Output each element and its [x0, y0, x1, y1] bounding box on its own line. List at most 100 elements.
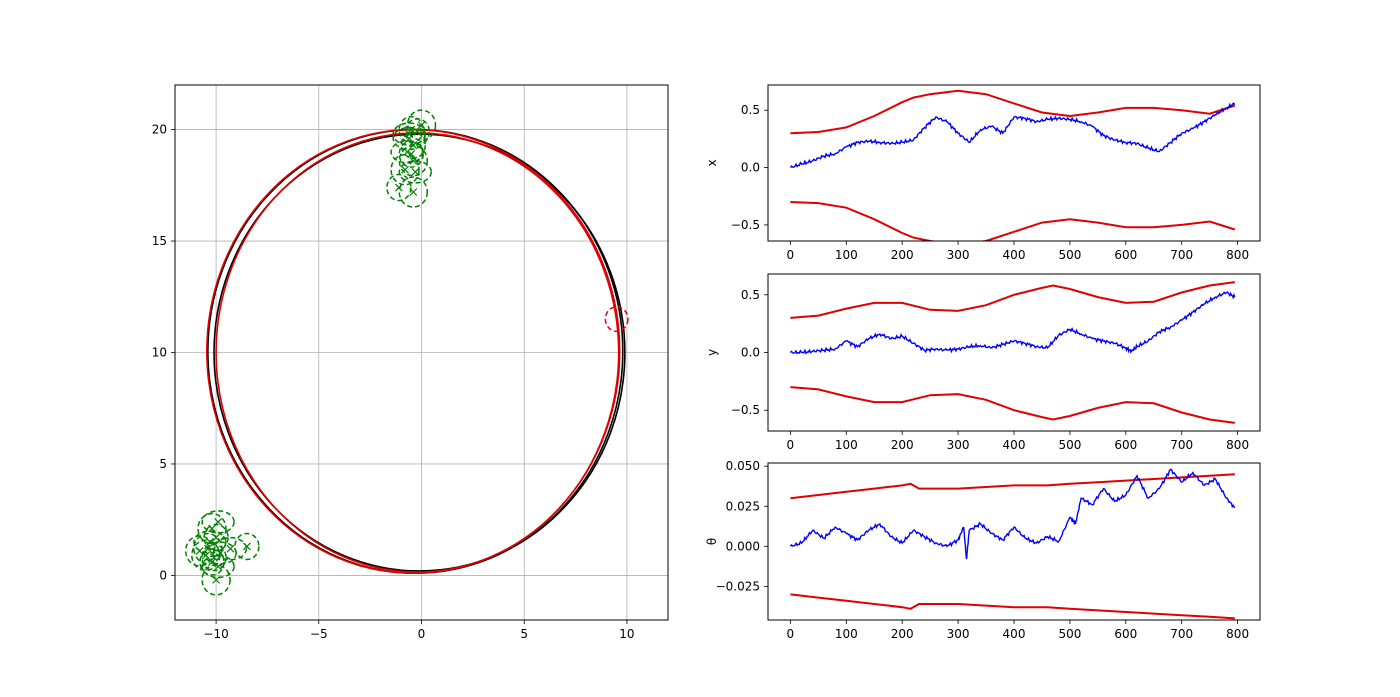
trajectory-2	[206, 128, 621, 574]
lower-bound-line	[790, 201, 1236, 241]
landmark-marker	[409, 188, 418, 196]
landmark-ellipse	[390, 140, 424, 164]
landmark-ellipse	[203, 523, 229, 552]
x-tick-label: 800	[1226, 627, 1249, 641]
trajectory-3	[215, 132, 620, 573]
x-tick-label: 800	[1226, 438, 1249, 452]
x-tick-label: 600	[1114, 627, 1137, 641]
x-tick-label: 300	[947, 438, 970, 452]
landmark-marker	[205, 538, 214, 546]
landmark-ellipse	[398, 160, 433, 184]
y-tick-label: −0.5	[731, 218, 760, 232]
x-tick-label: 300	[947, 248, 970, 262]
y-tick-label: −0.025	[716, 579, 760, 593]
x-tick-label: 300	[947, 627, 970, 641]
y-axis-label: θ	[705, 538, 719, 545]
y-tick-label: 0.5	[741, 103, 760, 117]
y-tick-label: 0.000	[726, 539, 760, 553]
x-tick-label: −5	[310, 627, 328, 641]
x-tick-label: 0	[787, 248, 795, 262]
landmark-ellipse	[184, 535, 215, 567]
landmark-ellipse	[201, 510, 235, 534]
x-tick-label: 700	[1170, 627, 1193, 641]
x-tick-label: 500	[1058, 248, 1081, 262]
landmark-ellipse	[199, 548, 225, 576]
y-tick-label: 0.050	[726, 459, 760, 473]
error-line	[789, 468, 1236, 560]
x-tick-label: 500	[1058, 627, 1081, 641]
landmark-ellipse	[201, 543, 227, 572]
x-tick-label: 400	[1003, 248, 1026, 262]
landmark-ellipse	[404, 118, 431, 146]
x-tick-label: 100	[835, 248, 858, 262]
y-tick-label: 0.5	[741, 288, 760, 302]
x-tick-label: 700	[1170, 248, 1193, 262]
y-tick-label: 0.0	[741, 161, 760, 175]
lower-bound-line	[790, 386, 1235, 424]
landmark-marker	[242, 542, 251, 551]
x-tick-label: 200	[891, 248, 914, 262]
plot-area	[175, 85, 668, 620]
axes-frame	[767, 84, 1261, 242]
landmark-ellipse	[386, 173, 412, 202]
landmark-marker	[212, 575, 221, 584]
landmark-ellipse	[193, 530, 227, 554]
x-tick-label: 0	[418, 627, 426, 641]
landmark-marker	[413, 127, 422, 136]
landmark-ellipse	[213, 536, 248, 561]
landmark-ellipse	[197, 512, 227, 545]
lower-bound-line	[790, 593, 1235, 620]
upper-bound-line	[790, 89, 1236, 135]
x-tick-label: 0	[787, 627, 795, 641]
landmark-ellipse	[400, 131, 427, 159]
upper-bound-line	[790, 281, 1235, 319]
x-tick-label: 5	[520, 627, 528, 641]
x-tick-label: 700	[1170, 438, 1193, 452]
error-line	[789, 291, 1236, 355]
y-error-panel: 0 100 200 300 400 500 600 700 800 −0.5 0.0 0.5 y	[705, 273, 1261, 452]
plot-area	[789, 89, 1236, 241]
landmark-ellipse	[392, 122, 426, 146]
y-tick-label: 10	[152, 346, 167, 360]
pose-ellipse	[604, 306, 629, 333]
y-tick-label: 15	[152, 234, 167, 248]
landmark-marker	[401, 165, 409, 174]
plot-area	[789, 281, 1236, 424]
y-tick-label: −0.5	[731, 403, 760, 417]
upper-bound-line	[790, 473, 1235, 500]
y-tick-label: 20	[152, 123, 167, 137]
x-tick-label: 600	[1114, 248, 1137, 262]
x-tick-label: 400	[1003, 627, 1026, 641]
landmark-marker	[407, 150, 416, 159]
theta-error-panel: 0 100 200 300 400 500 600 700 800 −0.025 0.000 0.02…	[705, 459, 1261, 641]
x-tick-label: 200	[891, 627, 914, 641]
landmark-ellipse	[398, 176, 429, 208]
landmark-ellipse	[390, 153, 420, 186]
x-tick-label: 0	[787, 438, 795, 452]
landmark-ellipse	[392, 126, 426, 151]
axes-frame	[767, 462, 1261, 621]
x-tick-label: 100	[835, 627, 858, 641]
y-axis-label: y	[705, 349, 719, 356]
x-tick-label: 500	[1058, 438, 1081, 452]
x-tick-label: −10	[203, 627, 228, 641]
error-line	[789, 102, 1236, 169]
plot-area	[789, 468, 1236, 620]
x-tick-label: 10	[619, 627, 634, 641]
x-tick-label: 400	[1003, 438, 1026, 452]
x-tick-label: 600	[1114, 438, 1137, 452]
landmark-ellipse	[201, 564, 231, 596]
landmark-marker	[411, 168, 420, 176]
x-tick-label: 800	[1226, 248, 1249, 262]
y-tick-label: 0.025	[726, 499, 760, 513]
landmark-ellipse	[201, 554, 235, 579]
y-tick-label: 0.0	[741, 346, 760, 360]
x-tick-label: 200	[891, 438, 914, 452]
landmark-ellipse	[406, 109, 437, 141]
landmark-marker	[226, 544, 235, 553]
y-tick-label: 5	[159, 457, 167, 471]
x-error-panel: 0 100 200 300 400 500 600 700 800 −0.5 0.0 0.5 x	[705, 84, 1261, 262]
y-axis-label: x	[705, 159, 719, 166]
axes-frame	[767, 273, 1261, 432]
